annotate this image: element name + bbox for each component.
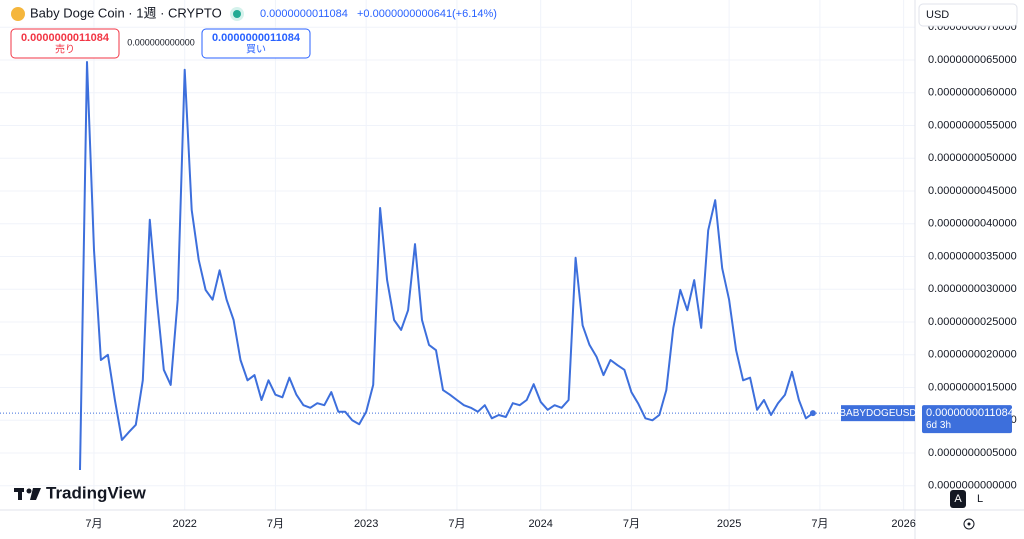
x-tick-label: 7月 xyxy=(448,518,465,530)
spread: 0.000000000000 xyxy=(127,37,195,47)
coin-logo xyxy=(11,7,25,21)
y-tick-label: 0.0000000020000 xyxy=(928,349,1017,361)
status-dot xyxy=(233,10,241,18)
auto-scale-button[interactable] xyxy=(950,490,966,508)
y-tick-label: 0.0000000040000 xyxy=(928,218,1017,230)
brand-logo xyxy=(14,488,41,500)
log-scale[interactable]: L xyxy=(977,493,983,505)
last-price: 0.0000000011084 xyxy=(926,407,1014,419)
currency-select[interactable] xyxy=(918,3,1018,27)
sell-label: 売り xyxy=(55,43,75,56)
series-label: BABYDOGEUSD xyxy=(839,408,916,419)
x-tick-label: 2025 xyxy=(717,518,741,530)
settings-icon-dot xyxy=(967,522,971,526)
plot xyxy=(79,61,816,471)
y-tick-label: 0.0000000060000 xyxy=(928,87,1017,99)
series-label-box xyxy=(841,405,915,422)
sell-price: 0.0000000011084 xyxy=(21,32,110,44)
y-tick-label: 0.0000000055000 xyxy=(928,119,1017,131)
y-tick-label: 0.0000000065000 xyxy=(928,54,1017,66)
symbol-title: Baby Doge Coin · 1週 · CRYPTO xyxy=(30,5,222,20)
brand-name: TradingView xyxy=(46,483,147,502)
buy-price: 0.0000000011084 xyxy=(212,32,301,44)
y-tick-label: 0.0000000000000 xyxy=(928,480,1017,492)
x-tick-label: 7月 xyxy=(85,518,102,530)
x-tick-label: 2022 xyxy=(172,518,196,530)
change-pct: (+6.14%) xyxy=(452,8,497,20)
x-tick-label: 2023 xyxy=(354,518,378,530)
y-tick-label: 0.0000000045000 xyxy=(928,185,1017,197)
settings-icon[interactable] xyxy=(963,518,975,530)
auto-scale: A xyxy=(954,493,962,505)
countdown: 6d 3h xyxy=(926,420,951,431)
x-tick-label: 7月 xyxy=(623,518,640,530)
currency: USD xyxy=(926,9,949,21)
y-tick-label: 0.0000000005000 xyxy=(928,447,1017,459)
buy-label: 買い xyxy=(246,44,266,56)
y-tick-label: 0.0000000030000 xyxy=(928,283,1017,295)
y-tick-label: 0.0000000035000 xyxy=(928,250,1017,262)
price-line xyxy=(79,61,814,471)
x-tick-label: 7月 xyxy=(811,518,828,530)
y-tick-label: 0.0000000050000 xyxy=(928,152,1017,164)
axes: 0.0000000000000 0.0000000005000 0.00000000… xyxy=(85,21,1016,530)
buy-button[interactable] xyxy=(201,28,311,59)
price: 0.0000000011084 xyxy=(260,8,348,20)
x-tick-label: 2024 xyxy=(528,518,552,530)
y-tick-label: 0.0000000025000 xyxy=(928,316,1017,328)
change: +0.0000000000641 xyxy=(357,8,452,20)
sell-button[interactable] xyxy=(10,28,120,59)
y-tick-label: 0.0000000015000 xyxy=(928,381,1017,393)
last-point xyxy=(809,410,816,417)
x-tick-label: 7月 xyxy=(267,518,284,530)
last-price-box xyxy=(922,405,1012,434)
x-tick-label: 2026 xyxy=(891,518,915,530)
grid xyxy=(0,0,915,510)
